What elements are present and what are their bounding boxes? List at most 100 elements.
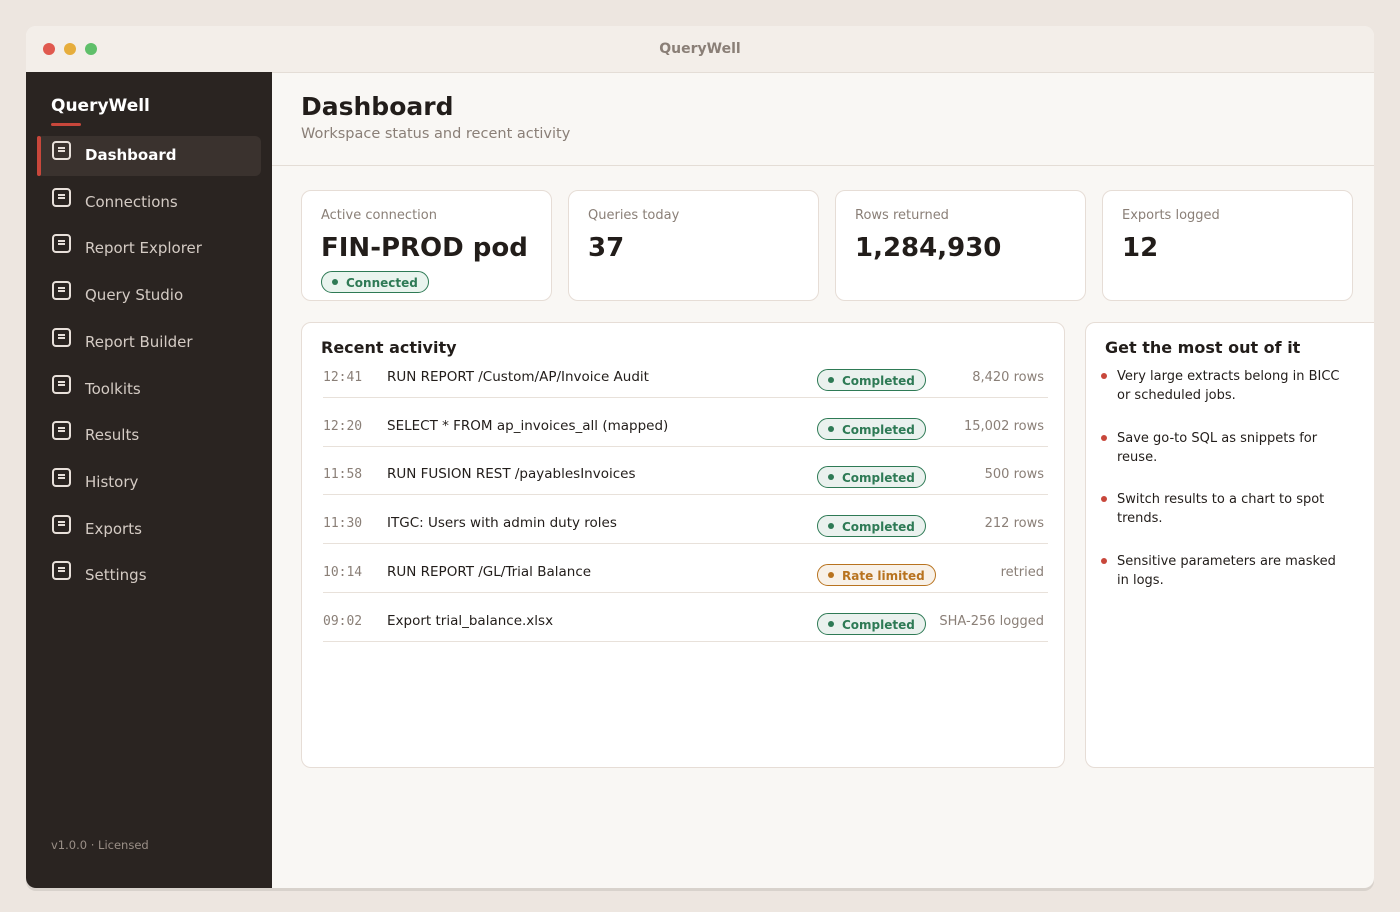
tip-bullet	[1101, 496, 1107, 503]
nav-icon	[52, 561, 71, 581]
nav-item[interactable]: Connections	[37, 183, 261, 223]
nav-label: Settings	[85, 566, 147, 585]
tip-text: Save go-to SQL as snippets for reuse.	[1117, 430, 1318, 465]
nav-icon	[52, 327, 71, 347]
close-button[interactable]	[43, 43, 55, 55]
version: v1.0.0 · Licensed	[51, 838, 149, 852]
activity-query: SELECT * FROM ap_invoices_all (mapped)	[387, 417, 669, 434]
status-badge: Connected	[321, 271, 429, 293]
brand: QueryWell	[51, 96, 150, 116]
row-divider	[323, 397, 1048, 398]
activity-time: 12:41	[323, 370, 363, 385]
nav-icon	[52, 234, 71, 254]
window-title: QueryWell	[659, 41, 741, 57]
activity-detail: 500 rows	[984, 467, 1044, 483]
stat-label: Queries today	[588, 208, 680, 223]
nav-item[interactable]: Settings	[37, 556, 261, 596]
stat-value: FIN-PROD pod	[321, 233, 528, 263]
nav-icon	[52, 281, 71, 301]
nav-icon	[52, 514, 71, 534]
nav-label: Exports	[85, 519, 142, 538]
nav-item[interactable]: Exports	[37, 510, 261, 550]
nav-label: Dashboard	[85, 146, 177, 164]
page-title: Dashboard	[301, 92, 454, 121]
tip-text: Very large extracts belong in BICC or sc…	[1117, 369, 1340, 403]
activity-card: Recent activity 12:41 RUN REPORT /Custom/…	[301, 322, 1065, 768]
nav-icon	[52, 187, 71, 207]
brand-underline	[51, 123, 81, 126]
stat-card: Rows returned 1,284,930	[835, 190, 1086, 301]
nav-label: History	[85, 472, 139, 491]
status-badge: Rate limited	[817, 563, 936, 586]
nav-icon	[52, 467, 71, 487]
nav-item[interactable]: History	[37, 463, 261, 503]
activity-time: 10:14	[323, 564, 363, 580]
nav-item[interactable]: Query Studio	[37, 276, 261, 316]
tip-bullet	[1101, 373, 1107, 379]
activity-query: Export trial_balance.xlsx	[387, 612, 554, 629]
stat-label: Active connection	[321, 208, 437, 223]
maximize-button[interactable]	[85, 43, 97, 55]
activity-title: Recent activity	[321, 338, 457, 357]
nav-label: Connections	[85, 192, 178, 211]
nav-item[interactable]: Report Explorer	[37, 229, 261, 269]
stat-card: Queries today 37	[568, 190, 819, 301]
status-badge: Completed	[817, 612, 926, 635]
nav-item[interactable]: Report Builder	[37, 323, 261, 363]
row-divider	[323, 640, 1048, 642]
tip-bullet	[1101, 558, 1107, 565]
status-badge: Completed	[817, 466, 926, 489]
nav-item[interactable]: Results	[37, 416, 261, 456]
tips-title: Get the most out of it	[1105, 338, 1301, 357]
nav-label: Results	[85, 426, 140, 445]
row-divider	[323, 591, 1048, 593]
row-divider	[323, 494, 1048, 496]
sidebar: QueryWell v1.0.0 · Licensed Dashboard Con…	[26, 72, 272, 888]
stat-value: 37	[588, 233, 625, 263]
active-indicator	[37, 136, 41, 176]
nav-item[interactable]: Dashboard	[37, 136, 261, 176]
nav-icon	[52, 421, 71, 441]
activity-detail: 15,002 rows	[963, 418, 1044, 434]
nav-label: Query Studio	[85, 286, 184, 305]
tip-text: Switch results to a chart to spot trends…	[1117, 492, 1325, 527]
stat-card: Exports logged 12	[1102, 190, 1353, 301]
activity-query: RUN REPORT /GL/Trial Balance	[387, 563, 592, 580]
activity-detail: 8,420 rows	[972, 370, 1044, 385]
tip-bullet	[1101, 434, 1107, 441]
stat-card: Active connection FIN-PROD pod Connected	[301, 190, 552, 301]
nav-label: Report Explorer	[85, 239, 202, 258]
status-badge: Completed	[817, 417, 926, 440]
nav-label: Report Builder	[85, 332, 193, 351]
activity-detail: 212 rows	[984, 516, 1044, 532]
activity-detail: SHA-256 logged	[939, 613, 1044, 629]
nav-label: Toolkits	[85, 379, 141, 398]
row-divider	[323, 543, 1048, 545]
page-subtitle: Workspace status and recent activity	[301, 126, 571, 142]
stat-value: 12	[1122, 233, 1159, 263]
row-divider	[323, 445, 1048, 447]
activity-time: 11:30	[323, 516, 363, 532]
nav-icon	[52, 141, 71, 160]
activity-query: RUN FUSION REST /payablesInvoices	[387, 466, 636, 483]
status-badge: Completed	[817, 369, 926, 391]
title-bar: QueryWell	[26, 26, 1374, 73]
activity-time: 09:02	[323, 613, 363, 629]
status-badge: Completed	[817, 515, 926, 538]
stat-label: Rows returned	[855, 208, 949, 223]
activity-time: 11:58	[323, 467, 363, 483]
stat-value: 1,284,930	[855, 233, 1002, 263]
activity-time: 12:20	[323, 418, 363, 434]
nav-icon	[52, 374, 71, 394]
activity-query: RUN REPORT /Custom/AP/Invoice Audit	[387, 369, 649, 385]
app-window: QueryWell QueryWell v1.0.0 · Licensed Da…	[26, 26, 1374, 888]
activity-detail: retried	[1000, 564, 1044, 580]
tip-text: Sensitive parameters are masked in logs.	[1117, 554, 1336, 589]
stat-label: Exports logged	[1122, 208, 1220, 223]
tips-card: Get the most out of it Very large extrac…	[1085, 322, 1374, 768]
minimize-button[interactable]	[64, 43, 76, 55]
nav-item[interactable]: Toolkits	[37, 370, 261, 410]
divider	[272, 165, 1374, 166]
activity-query: ITGC: Users with admin duty roles	[387, 515, 617, 532]
